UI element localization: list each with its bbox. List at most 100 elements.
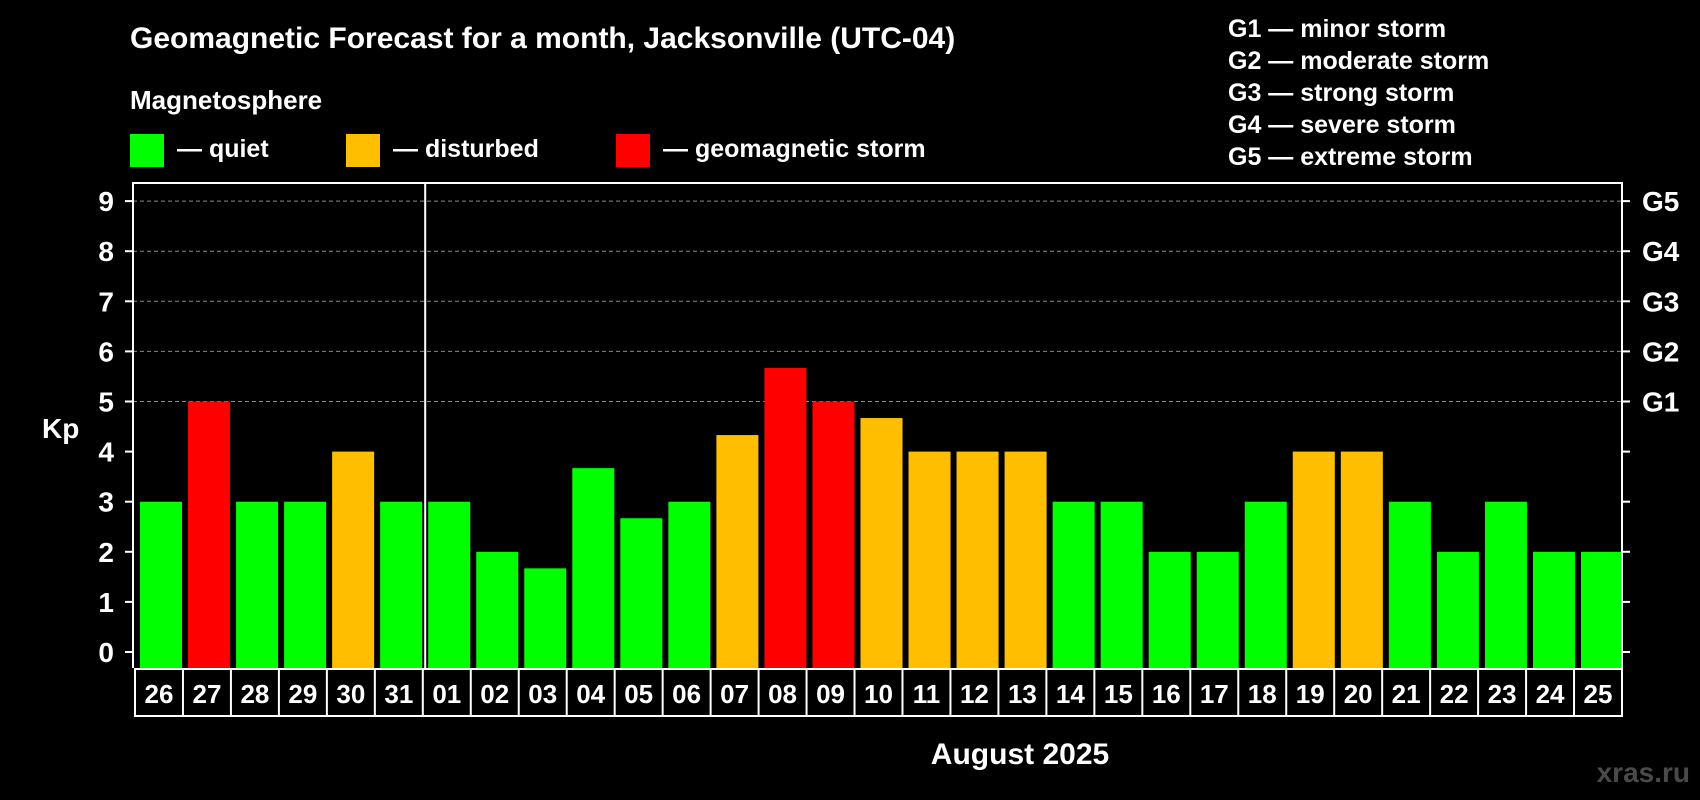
bar-16: [1148, 551, 1191, 668]
bar-03: [524, 568, 567, 668]
bar-15: [1100, 501, 1143, 668]
day-label-28: 28: [240, 679, 269, 709]
day-label-02: 02: [480, 679, 509, 709]
legend-label-quiet: — quiet: [177, 135, 269, 163]
day-label-19: 19: [1296, 679, 1325, 709]
y-tick-label-8: 8: [98, 236, 114, 267]
day-label-13: 13: [1008, 679, 1037, 709]
day-label-23: 23: [1488, 679, 1517, 709]
day-label-25: 25: [1584, 679, 1613, 709]
bar-27: [188, 401, 231, 668]
watermark: xras.ru: [1597, 757, 1690, 788]
g-tick-label-g1: G1: [1642, 387, 1679, 418]
day-label-15: 15: [1104, 679, 1133, 709]
g-tick-label-g2: G2: [1642, 336, 1679, 367]
storm-scale-legend: G1 — minor storm G2 — moderate storm G3 — …: [1228, 15, 1489, 171]
day-labels: 26 27 28 29 30 31 01 02 03 04 05 06 07 08 09 10 11 12 13 14…: [134, 668, 1623, 717]
day-label-07: 07: [720, 679, 749, 709]
day-label-14: 14: [1056, 679, 1085, 709]
bar-24: [1532, 551, 1575, 668]
day-label-10: 10: [864, 679, 893, 709]
chart-title: Geomagnetic Forecast for a month, Jackso…: [130, 22, 955, 55]
y-tick-label-5: 5: [98, 387, 114, 418]
bars: [140, 367, 1623, 668]
bar-13: [1004, 451, 1047, 668]
day-label-11: 11: [913, 679, 941, 709]
bar-01: [428, 501, 471, 668]
day-label-26: 26: [145, 679, 174, 709]
storm-scale-item-3: G3 — strong storm: [1228, 79, 1454, 107]
day-label-31: 31: [384, 679, 413, 709]
y-ticks: 0 1 2 3 4 5 6 7 8 9: [98, 186, 133, 668]
storm-scale-item-4: G4 — severe storm: [1228, 111, 1456, 139]
legend-swatch-quiet: [130, 134, 164, 167]
legend-swatch-storm: [616, 134, 650, 167]
legend: — quiet — disturbed — geomagnetic storm: [130, 134, 926, 167]
bar-05: [620, 518, 663, 668]
bar-19: [1292, 451, 1335, 668]
bar-17: [1196, 551, 1239, 668]
chart-subtitle: Magnetosphere: [130, 85, 322, 115]
bar-23: [1484, 501, 1527, 668]
bar-25: [1580, 551, 1623, 668]
x-axis-label: August 2025: [931, 738, 1109, 771]
y-tick-label-0: 0: [98, 637, 114, 668]
y-tick-label-1: 1: [98, 587, 114, 618]
day-label-03: 03: [528, 679, 557, 709]
grid-lines: [133, 200, 1622, 402]
day-label-05: 05: [624, 679, 653, 709]
day-label-24: 24: [1536, 679, 1565, 709]
axes: [132, 182, 1623, 668]
legend-label-storm: — geomagnetic storm: [663, 135, 926, 163]
day-label-09: 09: [816, 679, 845, 709]
g-tick-label-g5: G5: [1642, 186, 1679, 217]
day-label-18: 18: [1248, 679, 1277, 709]
bar-29: [284, 501, 327, 668]
day-label-29: 29: [288, 679, 317, 709]
bar-07: [716, 435, 759, 668]
day-label-12: 12: [960, 679, 989, 709]
storm-scale-item-1: G1 — minor storm: [1228, 15, 1446, 43]
bar-12: [956, 451, 999, 668]
day-label-27: 27: [192, 679, 221, 709]
storm-scale-item-2: G2 — moderate storm: [1228, 47, 1489, 75]
bar-06: [668, 501, 711, 668]
storm-scale-item-5: G5 — extreme storm: [1228, 143, 1473, 171]
plot-frame: [132, 182, 1623, 668]
bar-02: [476, 551, 519, 668]
day-label-04: 04: [576, 679, 605, 709]
bar-31: [380, 501, 423, 668]
day-label-20: 20: [1344, 679, 1373, 709]
day-label-01: 01: [432, 679, 461, 709]
y-tick-label-6: 6: [98, 336, 114, 367]
y-tick-label-7: 7: [98, 286, 114, 317]
day-label-17: 17: [1200, 679, 1229, 709]
day-label-08: 08: [768, 679, 797, 709]
day-label-16: 16: [1152, 679, 1181, 709]
bar-09: [812, 401, 855, 668]
g-tick-label-g3: G3: [1642, 286, 1679, 317]
bar-22: [1436, 551, 1479, 668]
bar-18: [1244, 501, 1287, 668]
bar-28: [236, 501, 279, 668]
g-scale-ticks: G1 G2 G3 G4 G5: [1622, 186, 1680, 653]
bar-08: [764, 367, 807, 668]
y-tick-label-9: 9: [98, 186, 114, 217]
bar-30: [332, 451, 375, 668]
bar-21: [1388, 501, 1431, 668]
bar-11: [908, 451, 951, 668]
day-label-30: 30: [336, 679, 365, 709]
day-label-22: 22: [1440, 679, 1469, 709]
y-tick-label-3: 3: [98, 487, 114, 518]
bar-04: [572, 468, 615, 668]
y-axis-label: Kp: [42, 413, 79, 444]
bar-20: [1340, 451, 1383, 668]
bar-26: [140, 501, 183, 668]
bar-10: [860, 418, 903, 668]
y-tick-label-2: 2: [98, 537, 114, 568]
g-tick-label-g4: G4: [1642, 236, 1680, 267]
day-label-06: 06: [672, 679, 701, 709]
day-label-21: 21: [1392, 679, 1421, 709]
legend-swatch-disturbed: [346, 134, 380, 167]
